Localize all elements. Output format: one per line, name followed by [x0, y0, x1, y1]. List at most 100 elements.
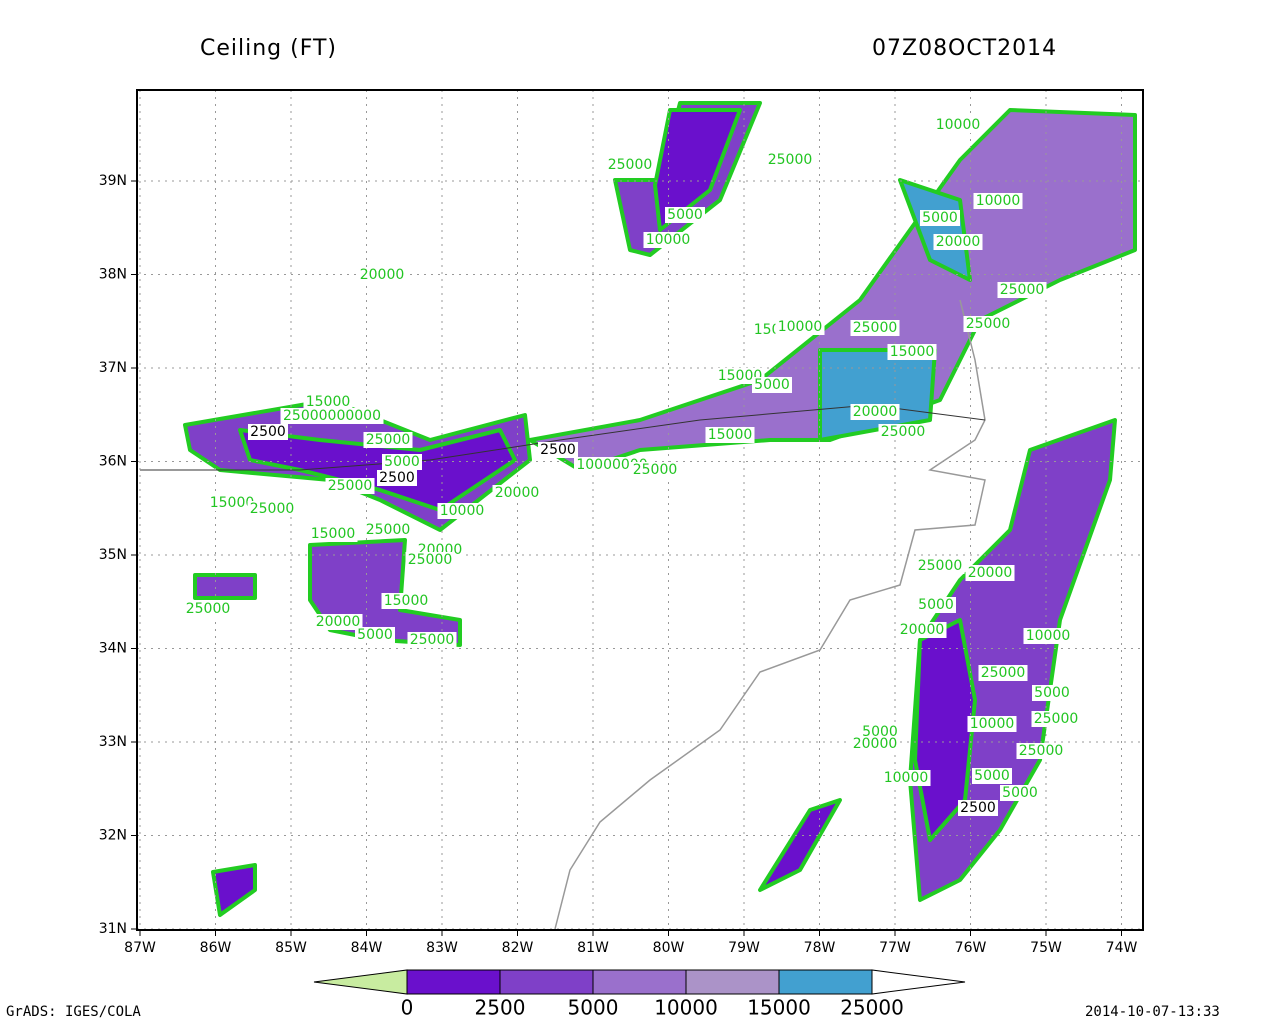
- contour-label: 15000: [708, 427, 753, 443]
- colorbar-label: 10000: [654, 996, 718, 1020]
- colorbar-label: 15000: [747, 996, 811, 1020]
- contour-label: 2500: [960, 800, 996, 816]
- contour-label: 25000000000: [283, 408, 381, 424]
- contour-label: 25000: [1000, 282, 1045, 298]
- contour-label: 5000: [754, 377, 790, 393]
- x-tick-label: 82W: [502, 940, 534, 956]
- y-tick-label: 38N: [99, 267, 127, 283]
- contour-label-bg: [1031, 711, 1081, 727]
- contour-label: 25000: [918, 558, 963, 574]
- y-tick-label: 32N: [99, 828, 127, 844]
- contour-label: 25000: [881, 424, 926, 440]
- contour-label-bg: [605, 157, 655, 173]
- contour-label: 25000: [366, 432, 411, 448]
- colorbar-over: [871, 969, 966, 995]
- contour-label: 25000: [410, 632, 455, 648]
- ceiling-area: [758, 798, 842, 892]
- y-tick-label: 35N: [99, 547, 127, 563]
- contour-label: 2500: [379, 470, 415, 486]
- contour-label-bg: [303, 394, 353, 410]
- contour-label-bg: [887, 344, 937, 360]
- contour-label-bg: [850, 736, 900, 752]
- contour-label-bg: [355, 627, 395, 643]
- contour-label: 25000: [1034, 711, 1079, 727]
- contour-label: 25000: [328, 478, 373, 494]
- contour-label-bg: [382, 454, 422, 470]
- contour-label-bg: [247, 501, 297, 517]
- contour-label: 2500: [250, 424, 286, 440]
- contour-label-bg: [915, 558, 965, 574]
- contour-label: 5000: [1002, 785, 1038, 801]
- contour-label: 15000: [384, 593, 429, 609]
- contour-label: 20000: [968, 565, 1013, 581]
- contour-label-bg: [765, 152, 815, 168]
- colorbar-under: [313, 969, 408, 995]
- contour-label: 20000: [853, 736, 898, 752]
- contour-label: 20000: [936, 234, 981, 250]
- contour-label-bg: [538, 442, 578, 458]
- contour-label-bg: [407, 632, 457, 648]
- contour-label-bg: [492, 485, 542, 501]
- ceiling-regions: [183, 101, 1137, 917]
- contour-label-bg: [850, 404, 900, 420]
- x-tick-label: 74W: [1106, 940, 1138, 956]
- contour-label-bg: [643, 232, 693, 248]
- contour-label-bg: [897, 622, 947, 638]
- contour-label-bg: [1016, 743, 1066, 759]
- contour-label-bg: [958, 800, 998, 816]
- contour-label-bg: [405, 552, 455, 568]
- contour-label: 25000: [366, 522, 411, 538]
- contour-label: 25000: [1019, 743, 1064, 759]
- contour-label-bg: [881, 770, 931, 786]
- contour-label: 15000: [890, 344, 935, 360]
- contour-label-bg: [916, 597, 956, 613]
- contour-label-bg: [973, 193, 1023, 209]
- contour-label: 20000: [495, 485, 540, 501]
- x-tick-label: 75W: [1030, 940, 1062, 956]
- contour-label-bg: [933, 117, 983, 133]
- contour-label-bg: [437, 503, 487, 519]
- contour-label-bg: [967, 716, 1017, 732]
- contour-label: 10000: [440, 503, 485, 519]
- contour-label: 10000: [1026, 628, 1071, 644]
- x-tick-label: 77W: [879, 940, 911, 956]
- title: Ceiling (FT): [200, 36, 337, 61]
- contour-label-bg: [752, 377, 792, 393]
- contour-label: 10000: [646, 232, 691, 248]
- contour-label-bg: [920, 210, 960, 226]
- contour-label-bg: [357, 267, 407, 283]
- coastline: [554, 299, 986, 930]
- contour-label: 5000: [918, 597, 954, 613]
- colorbar-bin: [499, 969, 594, 995]
- contour-label: 20000: [316, 614, 361, 630]
- contour-label-bg: [978, 665, 1028, 681]
- contour-label: 25000: [633, 462, 678, 478]
- contour-label-bg: [965, 565, 1015, 581]
- x-tick-label: 81W: [577, 940, 609, 956]
- contour-label-bg: [963, 316, 1013, 332]
- contour-label: 5000: [922, 210, 958, 226]
- contour-label-bg: [997, 282, 1047, 298]
- contour-label: 15000: [306, 394, 351, 410]
- contour-label-bg: [377, 470, 417, 486]
- contour-label-bg: [280, 408, 384, 424]
- contour-label: 25000: [408, 552, 453, 568]
- contour-label: 25000: [768, 152, 813, 168]
- contour-label-bg: [1023, 628, 1073, 644]
- contour-label: 10000: [936, 117, 981, 133]
- x-tick-label: 87W: [124, 940, 156, 956]
- contour-label: 5000: [974, 768, 1010, 784]
- contour-label-bg: [630, 462, 680, 478]
- contour-label: 15000: [311, 526, 356, 542]
- graticule: 87W 86W 85W 84W 83W 82W 81W 80W 79W 78W 77W 76W 75W 7…: [99, 90, 1143, 956]
- contour-label: 25000: [186, 601, 231, 617]
- contour-label-bg: [308, 526, 358, 542]
- y-tick-label: 34N: [99, 641, 127, 657]
- contour-label-bg: [878, 424, 928, 440]
- colorbar-label: 25000: [840, 996, 904, 1020]
- contour-label-bg: [665, 207, 705, 223]
- x-tick-label: 79W: [728, 940, 760, 956]
- contour-label: 20000: [853, 404, 898, 420]
- contour-label: 10000: [970, 716, 1015, 732]
